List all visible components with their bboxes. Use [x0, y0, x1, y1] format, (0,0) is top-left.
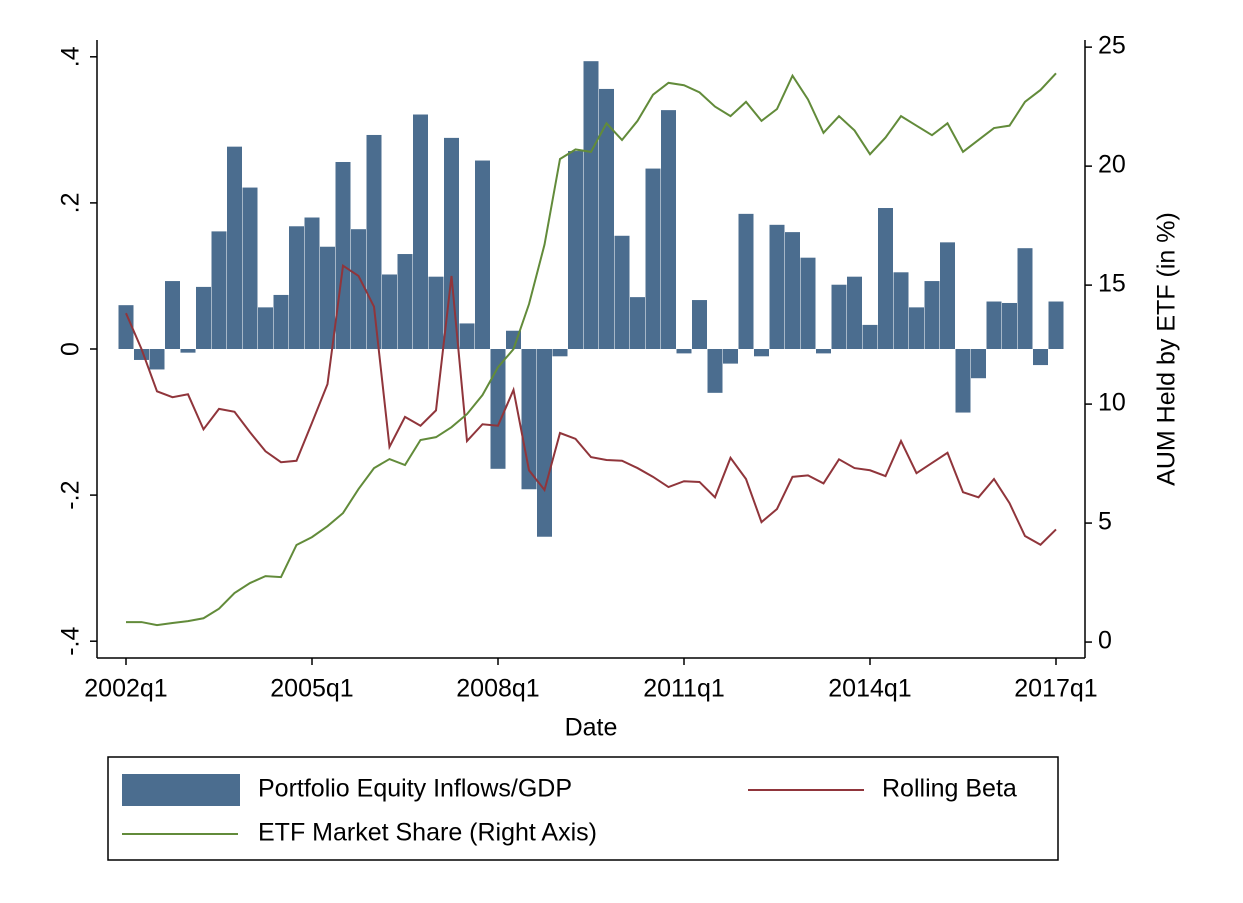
bar	[459, 323, 475, 349]
y-tick-label: -.4	[57, 627, 85, 656]
bar	[428, 276, 444, 349]
bar	[335, 161, 351, 349]
bar	[971, 349, 986, 379]
y2-axis-title: AUM Held by ETF (in %)	[1153, 212, 1181, 486]
bar	[692, 300, 707, 349]
y2-tick-label: 0	[1098, 627, 1112, 655]
bar	[878, 208, 893, 349]
legend-swatch	[122, 774, 240, 806]
bar	[397, 254, 413, 349]
y-tick-label: .4	[57, 46, 85, 67]
bar	[661, 110, 676, 350]
bar	[940, 242, 955, 349]
bar	[630, 297, 645, 349]
bar	[196, 286, 211, 349]
bar	[475, 160, 490, 349]
bar	[955, 349, 971, 413]
x-tick-label: 2002q1	[84, 675, 167, 703]
bar	[831, 284, 847, 349]
bar	[366, 134, 382, 349]
x-tick-label: 2017q1	[1014, 675, 1097, 703]
bar	[165, 281, 180, 349]
bar	[351, 229, 366, 349]
legend-box	[107, 756, 1059, 861]
bar	[211, 231, 227, 349]
bar	[1048, 301, 1064, 349]
bar	[273, 294, 289, 349]
bar	[149, 349, 165, 370]
bar	[537, 349, 552, 537]
y2-tick-label: 5	[1098, 508, 1112, 536]
bar	[258, 307, 273, 349]
bar	[552, 349, 568, 357]
bar	[599, 88, 614, 349]
bar	[614, 235, 630, 349]
y2-tick-label: 20	[1098, 151, 1126, 179]
bar	[893, 272, 909, 349]
bar	[1033, 349, 1048, 366]
bar	[583, 61, 599, 350]
bar	[816, 349, 831, 354]
bar	[723, 349, 738, 364]
bar	[862, 324, 878, 349]
x-tick-label: 2008q1	[456, 675, 539, 703]
bar	[707, 349, 723, 393]
bar	[382, 274, 397, 349]
bar	[413, 114, 428, 349]
legend-label: Portfolio Equity Inflows/GDP	[258, 775, 572, 803]
bar	[800, 257, 816, 349]
bar	[785, 232, 800, 349]
y-tick-label: -.2	[57, 481, 85, 510]
bar	[909, 307, 924, 349]
bar	[645, 168, 661, 349]
bar	[676, 349, 692, 354]
bar	[986, 301, 1002, 349]
bar	[134, 349, 149, 360]
bar	[289, 226, 304, 349]
bar	[738, 213, 754, 349]
bar	[304, 217, 320, 349]
x-axis-title: Date	[565, 714, 618, 742]
bar	[444, 137, 459, 349]
bar	[769, 224, 785, 349]
x-tick-label: 2011q1	[643, 675, 725, 703]
y-tick-label: .2	[57, 192, 85, 213]
bar	[568, 151, 583, 349]
legend-label: ETF Market Share (Right Axis)	[258, 819, 597, 847]
x-tick-label: 2014q1	[828, 675, 911, 703]
x-tick-label: 2005q1	[270, 675, 353, 703]
bar	[227, 146, 242, 349]
bar	[1002, 302, 1017, 349]
y2-tick-label: 10	[1098, 389, 1126, 417]
bar	[180, 349, 196, 353]
bar	[754, 349, 769, 357]
legend-label: Rolling Beta	[882, 775, 1017, 803]
bar	[1017, 248, 1033, 349]
bar	[924, 281, 940, 349]
y2-tick-label: 25	[1098, 32, 1126, 60]
line	[126, 72, 1057, 627]
bar	[242, 187, 258, 349]
bar	[118, 305, 134, 349]
line	[125, 264, 1057, 547]
bar	[490, 349, 506, 469]
y2-tick-label: 15	[1098, 270, 1126, 298]
bar	[320, 246, 335, 349]
bar	[847, 276, 862, 349]
y-tick-label: 0	[57, 342, 85, 356]
